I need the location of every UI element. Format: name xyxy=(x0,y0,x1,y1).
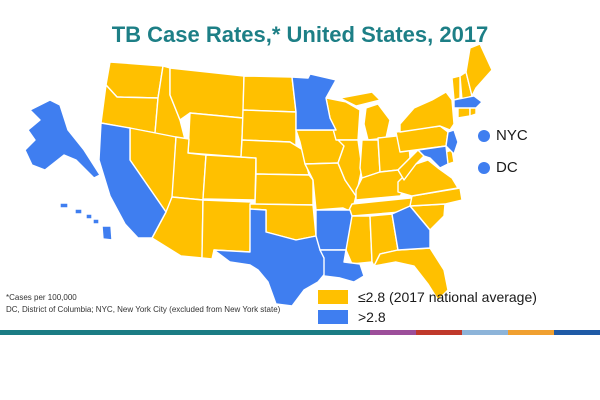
legend-swatch-low xyxy=(318,290,348,304)
legend-item-low: ≤2.8 (2017 national average) xyxy=(318,289,537,305)
state-north-dakota[interactable] xyxy=(242,75,297,113)
state-kansas[interactable] xyxy=(254,173,314,206)
state-montana[interactable] xyxy=(169,67,245,121)
state-maine[interactable] xyxy=(465,43,493,97)
dc-marker[interactable] xyxy=(478,162,490,174)
bottom-bar-segment xyxy=(0,330,370,335)
state-washington[interactable] xyxy=(105,61,164,99)
state-vermont[interactable] xyxy=(451,75,461,101)
state-california[interactable] xyxy=(98,122,167,239)
legend-label-high: >2.8 xyxy=(358,309,386,325)
state-maryland[interactable] xyxy=(417,145,449,169)
footnote-cases: *Cases per 100,000 xyxy=(6,293,77,302)
state-colorado[interactable] xyxy=(202,154,257,201)
state-georgia[interactable] xyxy=(391,205,431,251)
footnote-abbreviations: DC, District of Columbia; NYC, New York … xyxy=(6,305,281,314)
bottom-bar-segment xyxy=(554,330,600,335)
state-wyoming[interactable] xyxy=(187,112,244,158)
bottom-bar-segment xyxy=(462,330,508,335)
nyc-label: NYC xyxy=(496,127,528,144)
legend-label-low: ≤2.8 (2017 national average) xyxy=(358,289,537,305)
state-massachusetts[interactable] xyxy=(453,95,483,109)
state-arkansas[interactable] xyxy=(315,209,353,251)
state-minnesota[interactable] xyxy=(291,73,337,131)
low-rate-states xyxy=(100,43,493,301)
bottom-color-bar xyxy=(0,330,600,335)
state-florida[interactable] xyxy=(373,247,449,301)
state-louisiana[interactable] xyxy=(319,249,365,283)
high-rate-states xyxy=(24,73,483,307)
state-hawaii[interactable] xyxy=(59,202,113,241)
dc-label: DC xyxy=(496,159,518,176)
bottom-bar-segment xyxy=(508,330,554,335)
nyc-marker[interactable] xyxy=(478,130,490,142)
state-illinois[interactable] xyxy=(337,139,363,197)
legend-item-high: >2.8 xyxy=(318,309,386,325)
legend-swatch-high xyxy=(318,310,348,324)
map-title: TB Case Rates,* United States, 2017 xyxy=(111,22,489,47)
bottom-bar-segment xyxy=(370,330,416,335)
state-texas[interactable] xyxy=(213,208,329,307)
bottom-bar-segment xyxy=(416,330,462,335)
state-alaska[interactable] xyxy=(24,99,101,179)
state-new-jersey[interactable] xyxy=(445,129,459,155)
state-new-york[interactable] xyxy=(399,91,455,133)
